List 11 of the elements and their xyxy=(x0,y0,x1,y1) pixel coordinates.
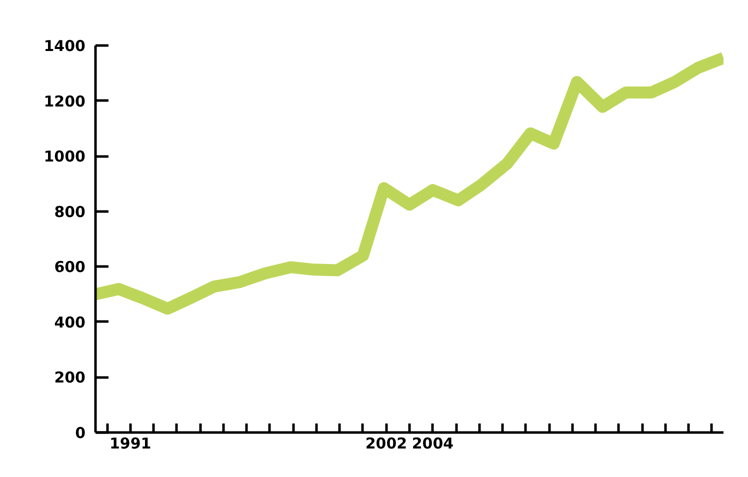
y-tick-label: 1200 xyxy=(44,92,86,110)
y-tick-label: 1400 xyxy=(44,37,86,55)
y-tick-label: 600 xyxy=(54,258,86,276)
x-tick-label: 2004 xyxy=(412,434,454,452)
y-tick-label: 0 xyxy=(75,424,86,442)
x-tick-label: 2002 xyxy=(365,434,408,452)
y-tick-label: 200 xyxy=(54,368,86,387)
y-tick-label: 800 xyxy=(54,202,86,221)
y-tick-label: 400 xyxy=(54,313,86,332)
x-tick-label: 1991 xyxy=(110,434,152,452)
y-tick-label: 1000 xyxy=(44,148,86,166)
